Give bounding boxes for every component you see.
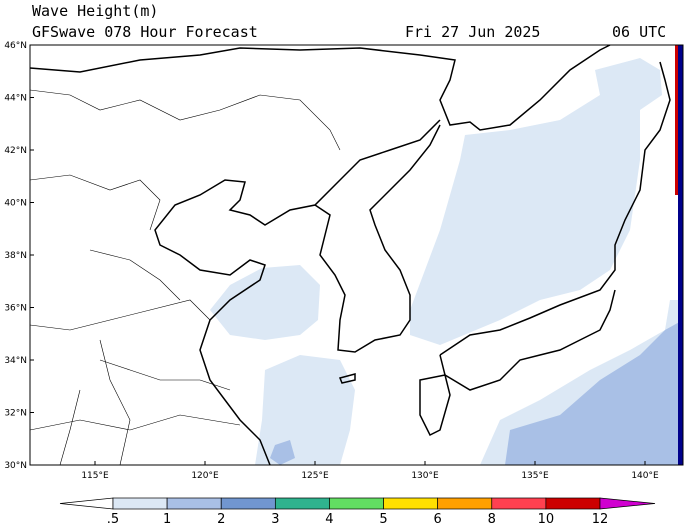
colorbar-label: 2 — [217, 512, 225, 525]
longitude-label: 130°E — [411, 471, 439, 481]
colorbar-segment — [166, 497, 222, 510]
map: 30°N 32°N 34°N 36°N 38°N 40°N 42°N 44°N 46°N 115°… — [4, 41, 684, 481]
latitude-label: 30°N — [4, 461, 27, 471]
colorbar-segment — [274, 497, 330, 510]
colorbar-label: 10 — [538, 512, 555, 525]
colorbar-label: 12 — [592, 512, 609, 525]
colorbar-label: 8 — [488, 512, 496, 525]
colorbar-segment — [491, 497, 547, 510]
latitude-label: 40°N — [4, 199, 27, 209]
axis-labels: 30°N 32°N 34°N 36°N 38°N 40°N 42°N 44°N 46°N 115°… — [4, 41, 659, 481]
colorbar-segment — [545, 497, 601, 510]
forecast-date: Fri 27 Jun 2025 — [405, 23, 540, 41]
longitude-label: 140°E — [631, 471, 659, 481]
colorbar: .5 1 2 3 4 5 6 8 10 12 — [59, 497, 656, 525]
latitude-label: 34°N — [4, 356, 27, 366]
colorbar-end — [59, 497, 114, 510]
latitude-label: 36°N — [4, 304, 27, 314]
latitude-label: 42°N — [4, 146, 27, 156]
longitude-label: 135°E — [521, 471, 549, 481]
colorbar-label: 1 — [163, 512, 171, 525]
colorbar-segment — [437, 497, 493, 510]
latitude-label: 38°N — [4, 251, 27, 261]
colorbar-segment — [329, 497, 384, 510]
colorbar-segment — [383, 497, 439, 510]
title: Wave Height(m) — [32, 2, 158, 20]
longitude-label: 125°E — [301, 471, 329, 481]
longitude-label: 120°E — [191, 471, 219, 481]
colorbar-end — [599, 497, 656, 510]
subtitle: GFSwave 078 Hour Forecast — [32, 23, 258, 41]
colorbar-label: 4 — [325, 512, 333, 525]
forecast-time: 06 UTC — [612, 23, 666, 41]
longitude-label: 115°E — [81, 471, 109, 481]
latitude-label: 46°N — [4, 41, 27, 51]
colorbar-label: 6 — [434, 512, 442, 525]
colorbar-label: 3 — [271, 512, 279, 525]
latitude-label: 44°N — [4, 94, 27, 104]
colorbar-segment — [112, 497, 168, 510]
colorbar-segment — [220, 497, 276, 510]
colorbar-label: 5 — [379, 512, 387, 525]
colorbar-label: .5 — [107, 512, 119, 525]
latitude-label: 32°N — [4, 409, 27, 419]
